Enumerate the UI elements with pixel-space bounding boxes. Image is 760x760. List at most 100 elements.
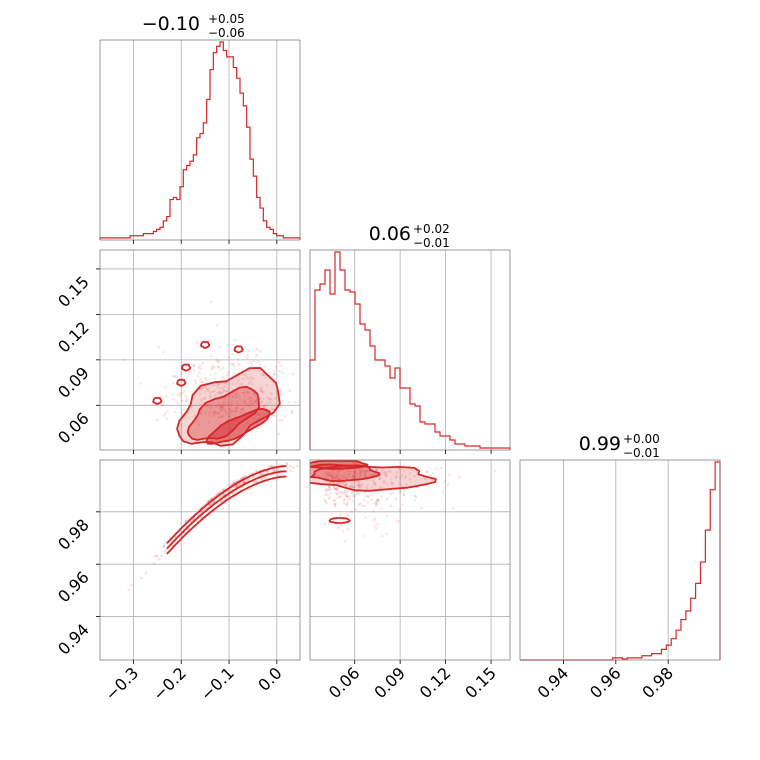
x-tick-label: 0.15: [461, 663, 500, 702]
sample-point: [383, 472, 387, 476]
sample-point: [192, 368, 196, 372]
sample-point: [155, 554, 158, 557]
sample-point: [230, 362, 233, 366]
sample-point: [493, 469, 497, 473]
sample-point: [162, 545, 166, 548]
sample-point: [348, 472, 352, 475]
sample-point: [152, 562, 156, 566]
sample-point: [231, 481, 235, 485]
sample-point: [359, 472, 363, 476]
sample-point: [272, 369, 276, 373]
sample-point: [353, 471, 357, 474]
sample-point: [157, 345, 160, 349]
sample-point: [206, 405, 209, 408]
sample-point: [323, 498, 326, 502]
sample-point: [215, 324, 219, 327]
sample-point: [248, 395, 252, 399]
sample-point: [209, 497, 213, 501]
y-tick-label: 0.96: [54, 568, 93, 607]
title-param-2-minus: −0.01: [413, 236, 450, 250]
sample-point: [267, 469, 270, 473]
sample-point: [327, 471, 331, 474]
sample-point: [265, 396, 269, 399]
sample-point: [230, 402, 234, 405]
sample-point: [304, 468, 307, 471]
sample-point: [302, 469, 305, 472]
sample-point: [402, 493, 405, 497]
sample-point: [208, 503, 212, 506]
sample-point: [287, 401, 291, 404]
sample-point: [289, 465, 292, 468]
sample-point: [200, 397, 203, 401]
sample-point: [235, 392, 238, 396]
sample-point: [366, 483, 369, 487]
sample-point: [199, 402, 203, 405]
sample-point: [181, 408, 185, 412]
sample-point: [187, 372, 190, 376]
sample-point: [222, 405, 225, 409]
sample-point: [344, 491, 348, 495]
sample-point: [255, 402, 259, 405]
sample-point: [259, 389, 263, 393]
sample-point: [201, 362, 205, 365]
sample-point: [219, 404, 223, 407]
sample-point: [278, 419, 281, 422]
sample-point: [152, 555, 156, 558]
sample-point: [230, 409, 234, 413]
sample-point: [130, 583, 133, 587]
sample-point: [405, 482, 408, 486]
sample-point: [391, 483, 395, 486]
sample-point: [324, 475, 328, 479]
sample-point: [354, 508, 357, 511]
x-tick-label: 0.96: [586, 663, 625, 702]
sample-point: [263, 365, 267, 368]
sample-point: [323, 522, 327, 525]
sample-point: [431, 471, 435, 475]
sample-point: [233, 491, 237, 495]
sample-point: [390, 481, 393, 485]
sample-point: [243, 387, 247, 391]
sample-point: [270, 407, 274, 411]
sample-point: [340, 524, 343, 527]
sample-point: [345, 494, 349, 498]
sample-point: [448, 473, 451, 477]
sample-point: [276, 467, 279, 471]
x-tick-label: 0.12: [416, 663, 455, 702]
sample-point: [342, 502, 346, 505]
sample-point: [233, 409, 236, 412]
sample-point: [375, 468, 379, 471]
sample-point: [216, 365, 220, 369]
sample-point: [334, 476, 337, 480]
sample-point: [251, 377, 255, 381]
sample-point: [237, 379, 240, 382]
title-param-1-median: −0.10: [142, 13, 200, 35]
sample-point: [214, 410, 217, 414]
y-tick-label: 0.12: [54, 318, 93, 357]
sample-point: [335, 492, 339, 496]
sample-point: [210, 354, 213, 358]
sample-point: [439, 467, 443, 470]
sample-point: [209, 300, 213, 304]
scatter-panel-p3-vs-p2-frame: [309, 459, 511, 661]
sample-point: [232, 372, 236, 376]
sample-point: [223, 385, 226, 388]
sample-point: [324, 500, 327, 503]
y-tick-label: 0.09: [54, 363, 93, 402]
sample-point: [253, 480, 256, 484]
sample-point: [348, 497, 352, 500]
sample-point: [334, 475, 337, 479]
sample-point: [223, 408, 226, 411]
sample-point: [228, 356, 231, 359]
sample-point: [429, 473, 433, 477]
sample-point: [189, 520, 193, 523]
sample-point: [217, 383, 221, 387]
sample-point: [336, 470, 340, 473]
sample-point: [264, 404, 267, 407]
sample-point: [186, 517, 190, 521]
sample-point: [176, 393, 179, 396]
sample-point: [171, 393, 175, 396]
sample-point: [251, 403, 255, 406]
sample-point: [352, 474, 356, 477]
sample-point: [357, 480, 361, 484]
sample-point: [272, 373, 276, 376]
